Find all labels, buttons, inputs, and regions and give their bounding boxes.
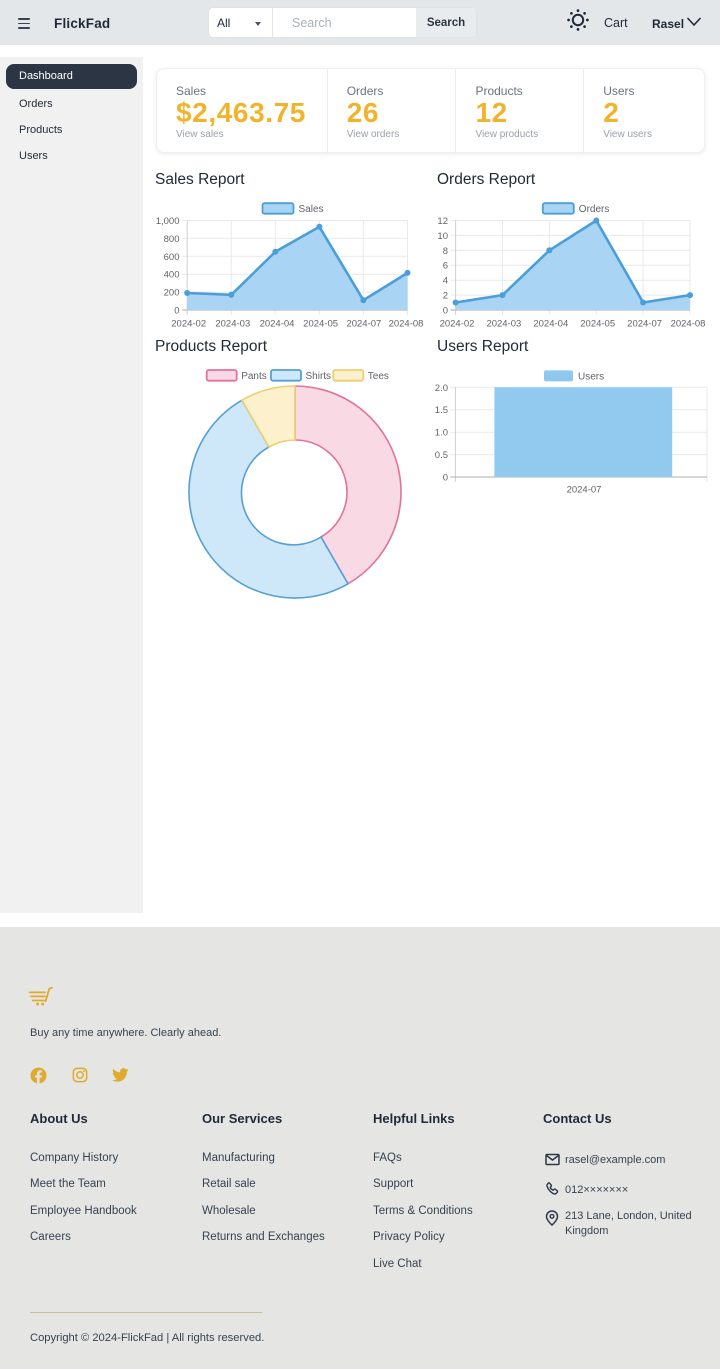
svg-text:2024-03: 2024-03 — [486, 319, 521, 330]
svg-text:800: 800 — [164, 234, 180, 245]
svg-text:10: 10 — [437, 231, 448, 242]
svg-text:2024-07: 2024-07 — [567, 485, 602, 496]
svg-text:4: 4 — [443, 276, 448, 287]
svg-text:2024-08: 2024-08 — [671, 319, 706, 330]
svg-text:200: 200 — [164, 288, 180, 299]
svg-text:2024-03: 2024-03 — [215, 319, 250, 330]
svg-text:1,000: 1,000 — [156, 216, 180, 227]
svg-text:1.0: 1.0 — [435, 428, 448, 439]
svg-text:1.5: 1.5 — [435, 405, 448, 416]
svg-text:Sales: Sales — [299, 204, 324, 215]
svg-text:600: 600 — [164, 252, 180, 263]
svg-text:2024-07: 2024-07 — [627, 319, 662, 330]
svg-text:0.5: 0.5 — [435, 450, 448, 461]
svg-text:0: 0 — [443, 473, 448, 484]
svg-text:2024-02: 2024-02 — [171, 319, 206, 330]
svg-text:Shirts: Shirts — [306, 371, 332, 382]
svg-text:2024-08: 2024-08 — [389, 319, 424, 330]
svg-text:400: 400 — [164, 270, 180, 281]
svg-text:Tees: Tees — [368, 371, 389, 382]
svg-text:12: 12 — [437, 216, 448, 227]
svg-text:6: 6 — [443, 261, 448, 272]
svg-text:2: 2 — [443, 291, 448, 302]
svg-text:2024-05: 2024-05 — [580, 319, 615, 330]
svg-text:0: 0 — [443, 306, 448, 317]
svg-text:2.0: 2.0 — [435, 383, 448, 394]
svg-text:8: 8 — [443, 246, 448, 257]
svg-text:0: 0 — [174, 306, 179, 317]
svg-text:2024-04: 2024-04 — [533, 319, 568, 330]
svg-text:Pants: Pants — [241, 371, 267, 382]
svg-text:2024-04: 2024-04 — [260, 319, 295, 330]
svg-text:2024-02: 2024-02 — [440, 319, 475, 330]
svg-text:Orders: Orders — [579, 204, 610, 215]
svg-text:2024-07: 2024-07 — [346, 319, 381, 330]
svg-text:2024-05: 2024-05 — [303, 319, 338, 330]
svg-text:Users: Users — [578, 372, 604, 383]
